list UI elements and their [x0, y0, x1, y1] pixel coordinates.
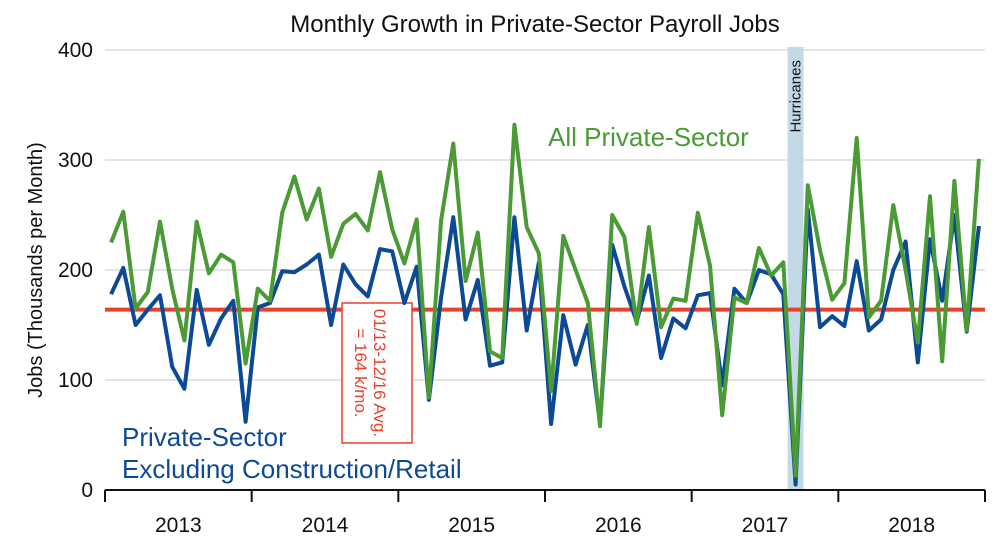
y-tick-label-300: 300 — [58, 149, 93, 172]
chart-title: Monthly Growth in Private-Sector Payroll… — [290, 11, 780, 38]
average-label-line2: = 164 k/mo. — [351, 328, 370, 417]
series-labels: All Private-Sector Private-SectorExcludin… — [122, 122, 749, 484]
y-tick-label-0: 0 — [81, 479, 93, 502]
x-tick-label-2015: 2015 — [448, 514, 495, 537]
average-line-group: 01/13-12/16 Avg.= 164 k/mo. — [105, 302, 985, 444]
hurricanes-label: Hurricanes — [788, 60, 805, 133]
y-axis-label: Jobs (Thousands per Month) — [25, 142, 47, 398]
x-tick-label-2014: 2014 — [302, 514, 349, 537]
average-label-box — [341, 302, 413, 444]
all-private-label: All Private-Sector — [548, 122, 749, 152]
y-tick-label-400: 400 — [58, 39, 93, 62]
x-tick-label-2013: 2013 — [155, 514, 202, 537]
excluding-label-line2: Excluding Construction/Retail — [122, 454, 462, 484]
x-tick-label-2016: 2016 — [595, 514, 642, 537]
y-axis-ticks: 0 100 200 300 400 — [58, 39, 93, 502]
gridlines — [105, 49, 985, 381]
x-tick-label-2017: 2017 — [742, 514, 789, 537]
y-tick-label-100: 100 — [58, 369, 93, 392]
excluding-label-line1: Private-Sector — [122, 422, 287, 452]
series-group — [109, 122, 981, 487]
x-tick-label-2018: 2018 — [888, 514, 935, 537]
x-axis: 2013 2014 2015 2016 2017 2018 — [104, 489, 986, 537]
series-line-all-private — [109, 122, 981, 478]
average-label-line1: 01/13-12/16 Avg. — [370, 309, 389, 437]
y-tick-label-200: 200 — [58, 259, 93, 282]
